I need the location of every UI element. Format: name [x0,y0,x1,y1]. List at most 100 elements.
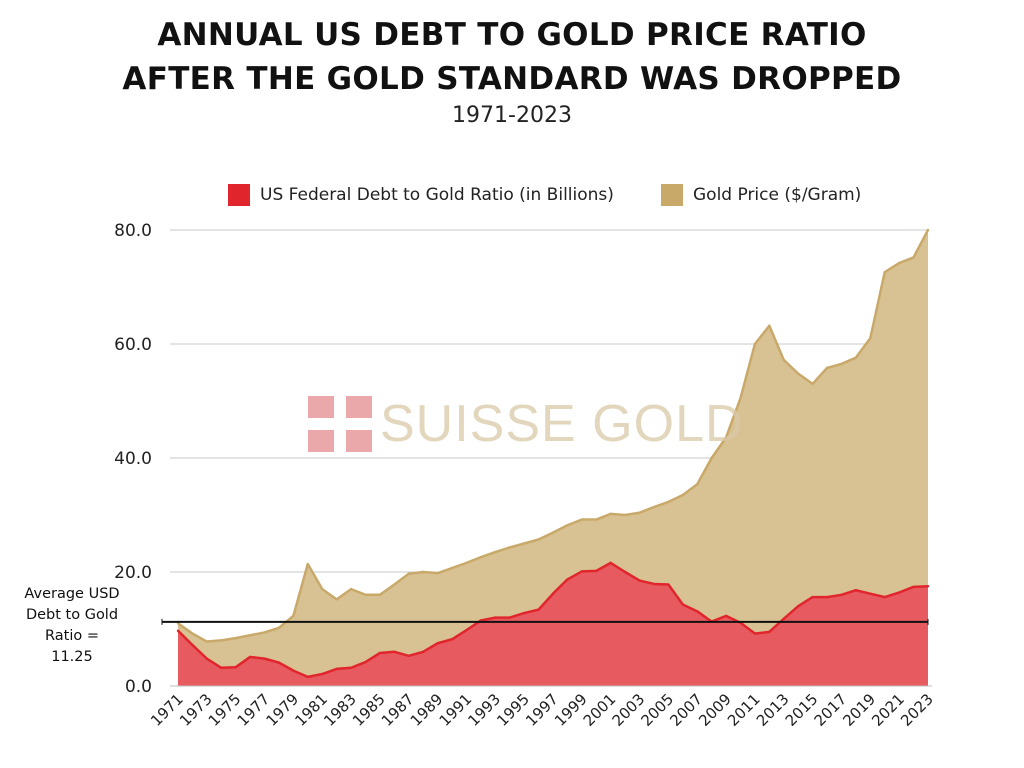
debt-ratio-point [869,592,872,595]
x-tick-label: 1981 [291,690,331,730]
debt-ratio-point [335,667,338,671]
gold-price-point [421,570,425,574]
gold-price-point [450,566,454,570]
debt-ratio-point [638,579,641,582]
gold-price-point [335,598,338,601]
debt-ratio-point [609,561,612,565]
x-tick-label: 1995 [493,690,533,730]
debt-ratio-point [421,650,425,653]
debt-ratio-point [537,608,540,611]
x-tick-label: 2007 [666,690,706,730]
debt-ratio-point [393,650,396,653]
debt-ratio-point [436,642,439,645]
gold-price-point [306,562,310,566]
gold-price-point [479,555,483,559]
average-label-line-3: Ratio = 11.25 [45,628,99,665]
debt-ratio-point [508,616,511,619]
debt-ratio-point [551,592,555,595]
debt-ratio-point [580,570,584,573]
gold-price-point [811,382,814,386]
gold-price-point [277,626,281,630]
x-tick-label: 1997 [522,690,562,730]
debt-ratio-point [768,630,771,634]
debt-ratio-point [234,665,237,669]
gold-price-point [566,524,569,527]
gold-price-point [551,531,555,534]
debt-ratio-point [566,578,569,581]
chart-legend: US Federal Debt to Gold Ratio (in Billio… [0,184,1024,208]
x-tick-label: 2001 [580,690,620,730]
gold-price-point [580,518,584,521]
gold-price-point [364,593,367,596]
chart-title-line-2: AFTER THE GOLD STANDARD WAS DROPPED [122,61,902,97]
debt-ratio-point [883,595,886,599]
gold-price-point [623,513,627,517]
average-label-line-2: Debt to Gold [25,607,119,623]
debt-ratio-point [522,611,526,615]
gold-price-point [912,256,915,259]
legend-item-gold-price: Gold Price ($/Gram) [661,184,861,206]
gold-price-point [609,512,612,516]
debt-ratio-point [277,661,281,664]
debt-ratio-point [248,655,252,659]
x-tick-label: 2009 [695,690,735,730]
debt-ratio-point [407,654,410,657]
x-tick-label: 2003 [609,690,649,730]
gold-price-point [378,593,382,596]
gold-price-point [782,358,785,362]
gold-price-point [825,366,829,370]
debt-ratio-point [782,617,785,620]
debt-ratio-point [292,669,295,672]
x-tick-label: 1977 [234,690,274,730]
debt-ratio-point [840,593,843,596]
gold-price-point [652,505,656,509]
debt-ratio-point [263,657,266,660]
gold-price-point [667,500,670,504]
debt-ratio-point [667,583,670,586]
x-tick-label: 1979 [262,690,302,730]
debt-ratio-point [681,603,685,606]
debt-ratio-point [378,651,382,655]
gold-price-point [321,587,324,591]
x-tick-label: 1975 [205,690,245,730]
gold-price-point [292,614,295,618]
debt-ratio-point [191,643,194,647]
x-tick-label: 2013 [753,690,793,730]
x-tick-label: 1985 [349,690,389,730]
gold-price-point [522,542,526,545]
average-line-label: Average USD Debt to Gold Ratio = 11.25 [22,584,122,668]
x-tick-label: 2017 [811,690,851,730]
gold-price-point [638,511,641,514]
debt-ratio-point [825,595,829,599]
gold-price-point [595,518,598,521]
x-tick-label: 1973 [176,690,216,730]
debt-ratio-point [796,605,800,608]
gold-price-area [178,230,928,686]
legend-swatch-gold-price [661,184,683,206]
gold-price-point [508,546,511,549]
gold-price-point [926,228,930,232]
gold-price-point [724,436,728,439]
x-tick-label: 2019 [839,690,879,730]
debt-ratio-point [306,675,310,679]
gold-price-point [739,396,742,400]
legend-label-debt-ratio: US Federal Debt to Gold Ratio (in Billio… [260,185,614,205]
x-tick-label: 1993 [464,690,504,730]
gold-price-point [696,483,699,486]
debt-ratio-point [724,614,728,618]
gold-price-point [393,583,396,586]
x-tick-label: 1991 [436,690,476,730]
gold-price-point [205,640,209,643]
y-tick-label: 20.0 [114,563,152,583]
gold-price-point [537,538,540,541]
gold-price-point [883,270,886,274]
gold-price-point [869,337,872,340]
debt-ratio-point [205,657,209,660]
gold-price-point [407,572,410,575]
debt-ratio-point [465,628,468,632]
gold-price-point [753,342,757,346]
y-tick-label: 40.0 [114,449,152,469]
debt-ratio-point [696,610,699,613]
x-tick-label: 2023 [897,690,937,730]
